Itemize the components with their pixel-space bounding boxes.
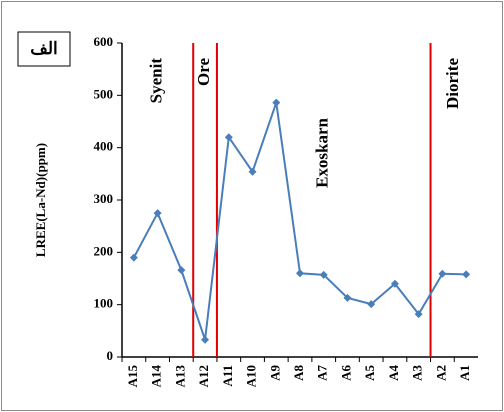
y-tick-label: 200 (94, 243, 114, 258)
x-tick-label: A2 (433, 365, 448, 381)
badge-box (17, 31, 71, 67)
zone-label: Ore (194, 58, 213, 86)
y-tick-label: 600 (94, 34, 114, 49)
x-tick-label: A6 (338, 365, 353, 381)
data-point (390, 279, 399, 288)
x-tick-label: A8 (291, 365, 306, 381)
data-point (129, 253, 138, 262)
y-tick-label: 500 (94, 86, 114, 101)
y-tick-label: 300 (94, 191, 114, 206)
zone-label: Diorite (443, 58, 462, 109)
x-tick-label: A5 (362, 365, 377, 381)
data-point (224, 133, 233, 142)
x-tick-label: A3 (410, 365, 425, 381)
data-point (367, 300, 376, 309)
x-tick-label: A1 (457, 365, 472, 381)
data-point (462, 270, 471, 279)
data-point (438, 269, 447, 278)
x-tick-label: A10 (244, 365, 259, 387)
zone-label: Exoskarn (313, 117, 332, 187)
data-point (153, 209, 162, 218)
data-point (201, 335, 210, 344)
x-tick-label: A14 (149, 365, 164, 388)
x-tick-label: A9 (267, 365, 282, 381)
y-tick-label: 400 (94, 139, 114, 154)
y-tick-label: 100 (94, 296, 114, 311)
data-point (272, 98, 281, 107)
y-axis-label: LREE(La-Nd)(ppm) (33, 143, 48, 257)
y-tick-label: 0 (107, 348, 114, 363)
data-point (343, 293, 352, 302)
badge: الف (30, 39, 58, 58)
data-point (296, 269, 304, 278)
x-tick-label: A12 (196, 365, 211, 387)
x-tick-label: A7 (315, 365, 330, 381)
x-tick-label: A15 (125, 365, 140, 388)
x-tick-label: A4 (386, 365, 401, 381)
data-point (177, 266, 186, 275)
x-tick-label: A11 (220, 365, 235, 387)
x-tick-label: A13 (172, 365, 187, 388)
zone-label: Syenit (147, 58, 166, 104)
data-point (319, 270, 328, 279)
data-point (414, 310, 423, 319)
data-point (248, 167, 257, 176)
